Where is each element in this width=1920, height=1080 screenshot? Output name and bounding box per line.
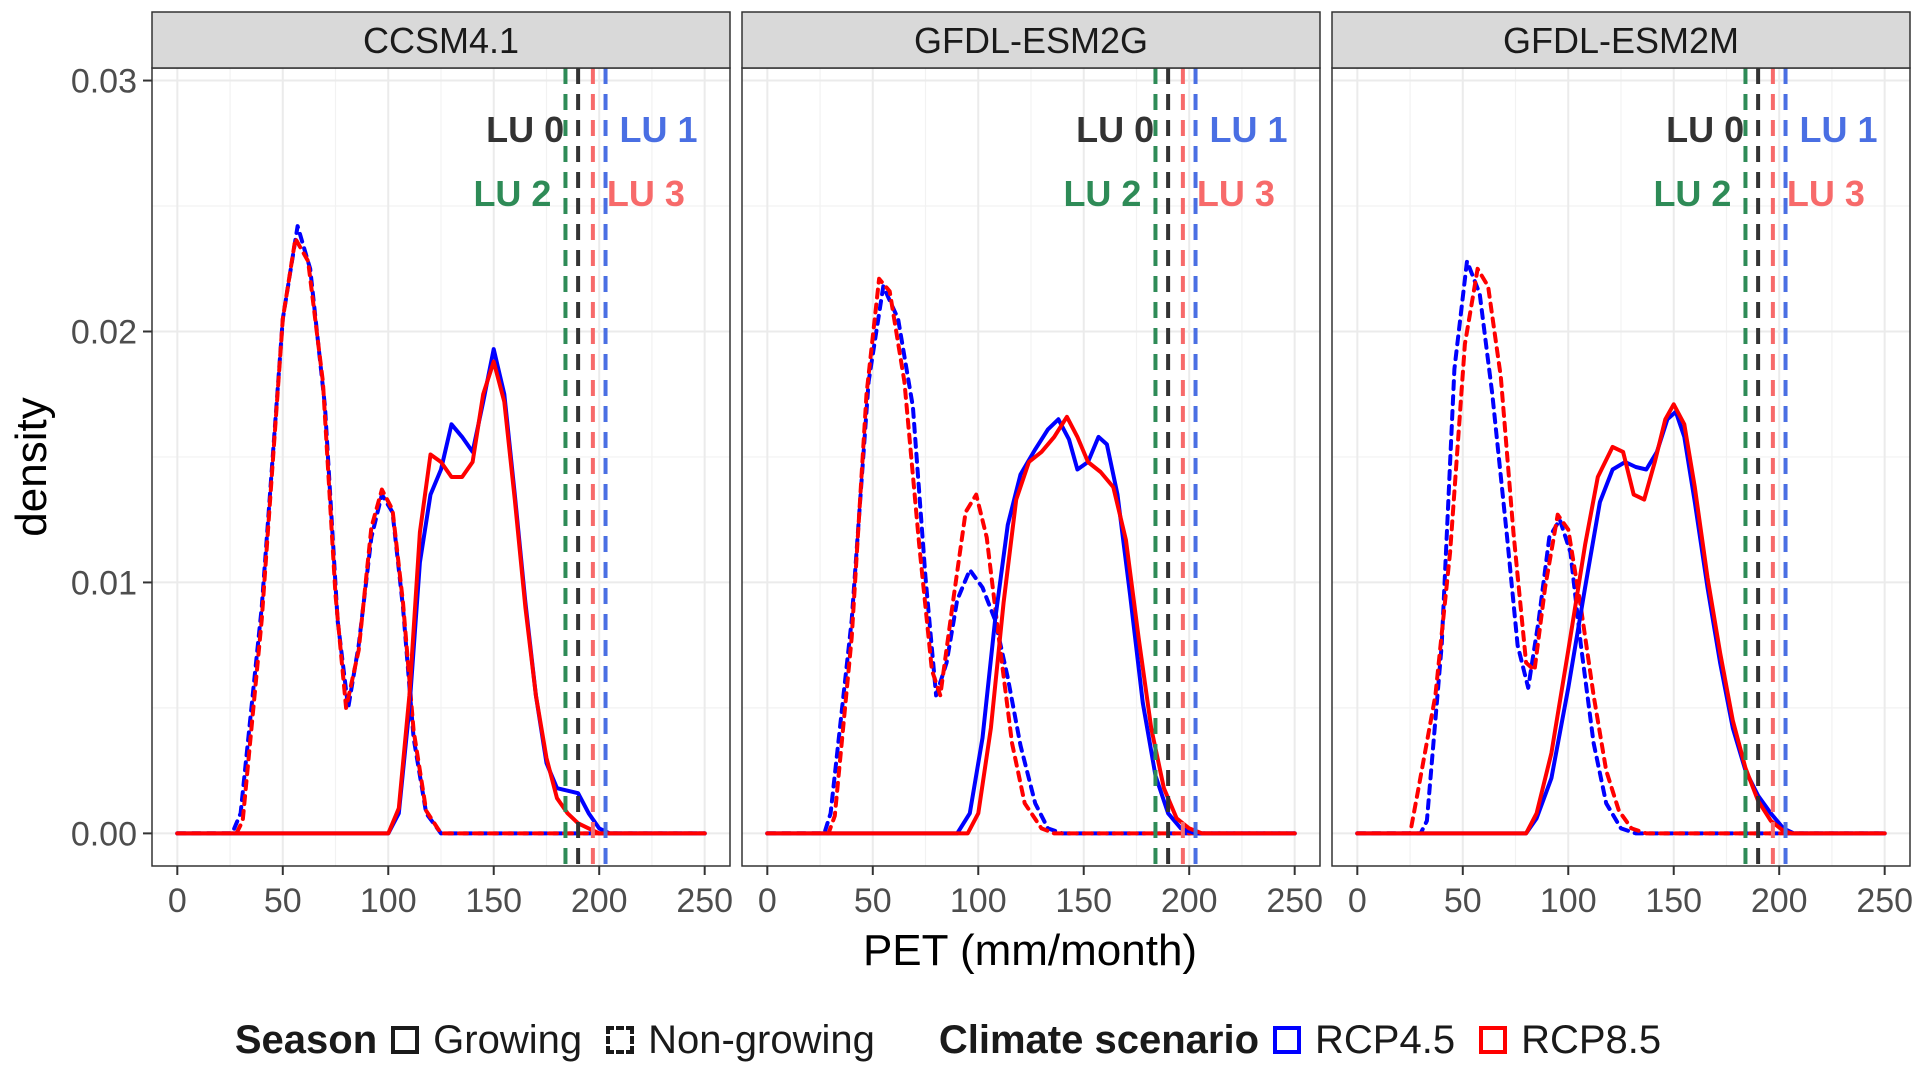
x-tick-label: 200 [571, 882, 628, 920]
lu-label: LU 2 [473, 173, 551, 214]
dashed-line-key-icon [606, 1026, 635, 1054]
x-tick-label: 150 [1055, 882, 1112, 920]
legend-item-rcp45: RCP4.5 [1273, 1018, 1455, 1063]
facet-strip [741, 11, 1321, 69]
x-tick-label: 0 [758, 882, 777, 920]
density-curve-4 [175, 359, 707, 836]
lu-label: LU 3 [1197, 173, 1275, 214]
x-tick-label: 100 [950, 882, 1007, 920]
y-tick-label: 0.01 [71, 564, 137, 602]
x-tick-label: 100 [360, 882, 417, 920]
density-curve-2 [175, 236, 707, 836]
lu-label: LU 1 [1800, 109, 1878, 150]
y-axis-title: density [7, 397, 56, 536]
x-tick-label: 100 [1540, 882, 1597, 920]
x-tick-label: 200 [1751, 882, 1808, 920]
facet-strip [1331, 11, 1911, 69]
x-tick-label: 250 [1266, 882, 1323, 920]
x-tick-label: 50 [1444, 882, 1482, 920]
x-tick-label: 250 [676, 882, 733, 920]
lu-label: LU 2 [1063, 173, 1141, 214]
legend-item-growing: Growing [391, 1018, 582, 1063]
lu-label: LU 3 [1787, 173, 1865, 214]
legend: Season Growing Non-growing Climate scena… [0, 1010, 1920, 1070]
facet-title: GFDL-ESM2G [914, 20, 1148, 61]
x-tick-label: 150 [1645, 882, 1702, 920]
y-tick-label: 0.03 [71, 63, 137, 101]
x-tick-label: 200 [1161, 882, 1218, 920]
faceted-density-chart: density PET (mm/month) LU 2 LU 0 LU 3 LU 1 CCS… [7, 11, 1913, 975]
y-tick-label: 0.00 [71, 815, 137, 853]
facet-strip [151, 11, 731, 69]
x-tick-label: 150 [465, 882, 522, 920]
lu-label: LU 0 [486, 109, 564, 150]
blue-line-key-icon [1273, 1026, 1302, 1054]
x-tick-label: 250 [1856, 882, 1913, 920]
legend-label-rcp45: RCP4.5 [1315, 1017, 1456, 1062]
legend-label-non-growing: Non-growing [648, 1017, 875, 1062]
facet-title: GFDL-ESM2M [1503, 20, 1739, 61]
x-tick-label: 0 [168, 882, 187, 920]
y-tick-label: 0.02 [71, 313, 137, 351]
density-curve-3 [765, 417, 1297, 836]
lu-label: LU 2 [1653, 173, 1731, 214]
lu-label: LU 3 [607, 173, 685, 214]
lu-label: LU 0 [1076, 109, 1154, 150]
legend-label-growing: Growing [433, 1017, 583, 1062]
solid-line-key-icon [391, 1026, 420, 1054]
density-curve-4 [765, 414, 1297, 836]
lu-label: LU 1 [620, 109, 698, 150]
red-line-key-icon [1479, 1026, 1508, 1054]
scenario-legend-title: Climate scenario [938, 1017, 1260, 1062]
season-legend-title: Season [234, 1017, 378, 1062]
x-tick-label: 50 [264, 882, 302, 920]
lu-label: LU 1 [1210, 109, 1288, 150]
facet-title: CCSM4.1 [363, 20, 519, 61]
density-curve-2 [765, 276, 1297, 836]
density-curve-1 [1355, 259, 1887, 836]
legend-label-rcp85: RCP8.5 [1521, 1017, 1662, 1062]
x-tick-label: 50 [854, 882, 892, 920]
legend-item-rcp85: RCP8.5 [1479, 1018, 1661, 1063]
x-axis-title: PET (mm/month) [863, 926, 1197, 975]
scenario-legend: Climate scenario RCP4.5 RCP8.5 [939, 1018, 1685, 1063]
season-legend: Season Growing Non-growing [235, 1018, 899, 1063]
lu-label: LU 0 [1666, 109, 1744, 150]
density-curve-2 [1355, 266, 1887, 836]
density-curve-1 [765, 284, 1297, 836]
legend-item-non-growing: Non-growing [606, 1018, 875, 1063]
x-tick-label: 0 [1348, 882, 1367, 920]
